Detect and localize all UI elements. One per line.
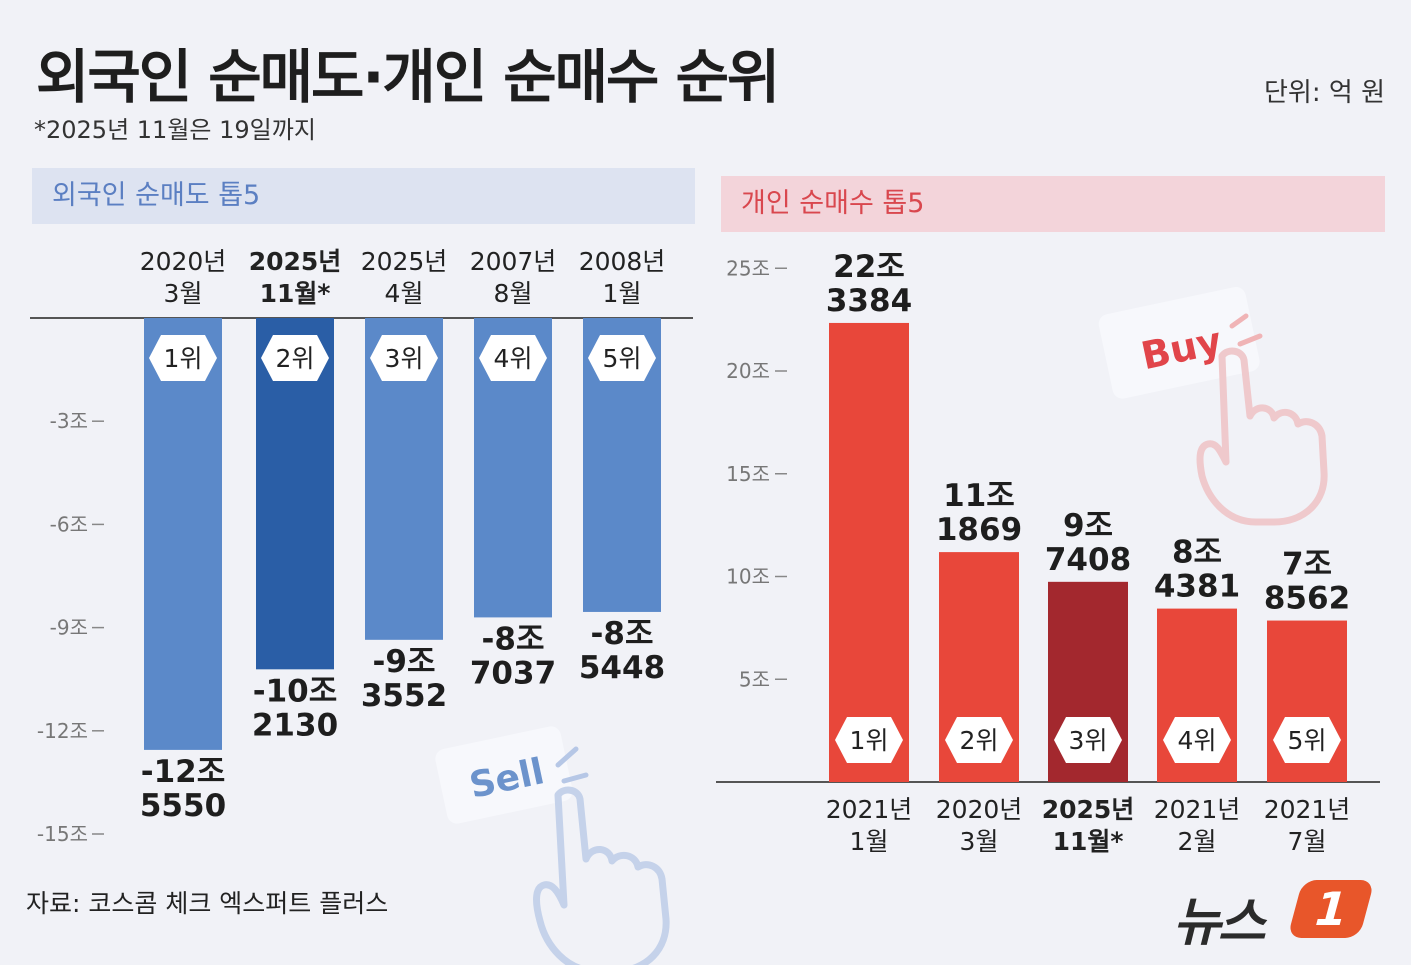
foreign-value-label: -8조 — [591, 616, 654, 652]
individual-y-tick: 10조 — [726, 565, 770, 589]
individual-category-year: 2021년 — [1154, 795, 1241, 824]
individual-rank-badge — [1054, 717, 1122, 763]
individual-category-month: 7월 — [1288, 827, 1327, 856]
individual-category-month: 1월 — [850, 827, 889, 856]
individual-rank-badge — [1273, 717, 1341, 763]
foreign-y-tick: -15조 — [37, 822, 88, 846]
foreign-rank-badge — [370, 335, 438, 381]
foreign-y-tick: -9조 — [50, 616, 88, 640]
foreign-value-label: 7037 — [470, 655, 556, 691]
foreign-category-month: 11월* — [260, 279, 331, 308]
individual-rank-label: 1위 — [850, 726, 889, 755]
individual-category-year: 2021년 — [1264, 795, 1351, 824]
individual-value-label: 7408 — [1045, 542, 1131, 578]
individual-y-tick: 20조 — [726, 359, 770, 383]
unit-label: 단위: 억 원 — [1264, 78, 1385, 108]
foreign-value-label: 2130 — [252, 707, 338, 743]
foreign-rank-label: 2위 — [276, 344, 315, 373]
individual-y-tick: 15조 — [726, 462, 770, 486]
individual-y-tick: 25조 — [726, 256, 770, 280]
foreign-rank-label: 4위 — [494, 344, 533, 373]
individual-value-label: 9조 — [1063, 508, 1113, 544]
foreign-rank-label: 3위 — [385, 344, 424, 373]
individual-value-label: 8조 — [1172, 535, 1222, 571]
individual-category-month: 11월* — [1053, 827, 1124, 856]
foreign-category-month: 3월 — [164, 279, 203, 308]
foreign-sell-chart: -3조-6조-9조-12조-15조2020년3월1위-12조55502025년1… — [30, 247, 693, 846]
individual-value-label: 3384 — [826, 283, 912, 319]
individual-rank-badge — [945, 717, 1013, 763]
page-title: 외국인 순매도·개인 순매수 순위 — [36, 43, 780, 111]
individual-value-label: 22조 — [833, 249, 905, 285]
individual-rank-label: 2위 — [960, 726, 999, 755]
foreign-y-tick: -3조 — [50, 409, 88, 433]
logo-text: 뉴스 — [1173, 893, 1266, 953]
foreign-y-tick: -6조 — [50, 512, 88, 536]
logo-badge: 1 — [1287, 880, 1375, 938]
foreign-value-label: 5448 — [579, 650, 665, 686]
individual-category-month: 3월 — [960, 827, 999, 856]
sell-hand-icon: Sell — [435, 726, 670, 965]
individual-bar — [829, 322, 909, 782]
footnote: *2025년 11월은 19일까지 — [34, 116, 316, 144]
individual-value-label: 1869 — [936, 512, 1022, 548]
source-note: 자료: 코스콤 체크 엑스퍼트 플러스 — [26, 889, 389, 918]
individual-rank-badge — [835, 717, 903, 763]
foreign-value-label: 5550 — [140, 788, 226, 824]
individual-category-month: 2월 — [1178, 827, 1217, 856]
buy-hand-icon: Buy — [1098, 286, 1328, 526]
individual-category-year: 2021년 — [826, 795, 913, 824]
foreign-value-label: -10조 — [253, 673, 338, 709]
individual-panel-title: 개인 순매수 톱5 — [721, 176, 1385, 232]
foreign-rank-badge — [149, 335, 217, 381]
foreign-y-tick: -12조 — [37, 719, 88, 743]
foreign-category-month: 8월 — [494, 279, 533, 308]
individual-category-year: 2025년 — [1042, 795, 1135, 824]
individual-value-label: 8562 — [1264, 581, 1350, 617]
foreign-category-year: 2025년 — [249, 247, 342, 276]
foreign-value-label: -8조 — [482, 621, 545, 657]
individual-value-label: 7조 — [1282, 547, 1332, 583]
individual-rank-label: 3위 — [1069, 726, 1108, 755]
foreign-category-year: 2020년 — [140, 247, 227, 276]
foreign-category-year: 2008년 — [579, 247, 666, 276]
foreign-rank-badge — [588, 335, 656, 381]
foreign-rank-label: 5위 — [603, 344, 642, 373]
foreign-panel-title: 외국인 순매도 톱5 — [32, 168, 695, 224]
individual-category-year: 2020년 — [936, 795, 1023, 824]
individual-rank-label: 5위 — [1288, 726, 1327, 755]
individual-rank-badge — [1163, 717, 1231, 763]
foreign-category-month: 4월 — [385, 279, 424, 308]
individual-rank-label: 4위 — [1178, 726, 1217, 755]
foreign-category-year: 2007년 — [470, 247, 557, 276]
news1-logo: 뉴스 1 — [1173, 876, 1375, 953]
foreign-value-label: -12조 — [141, 754, 226, 790]
individual-value-label: 11조 — [943, 478, 1015, 514]
foreign-category-year: 2025년 — [361, 247, 448, 276]
foreign-value-label: -9조 — [373, 644, 436, 680]
foreign-rank-badge — [261, 335, 329, 381]
foreign-category-month: 1월 — [603, 279, 642, 308]
foreign-value-label: 3552 — [361, 678, 447, 714]
individual-value-label: 4381 — [1154, 569, 1240, 605]
foreign-rank-label: 1위 — [164, 344, 203, 373]
foreign-rank-badge — [479, 335, 547, 381]
foreign-bar — [144, 318, 222, 750]
individual-y-tick: 5조 — [739, 667, 770, 691]
